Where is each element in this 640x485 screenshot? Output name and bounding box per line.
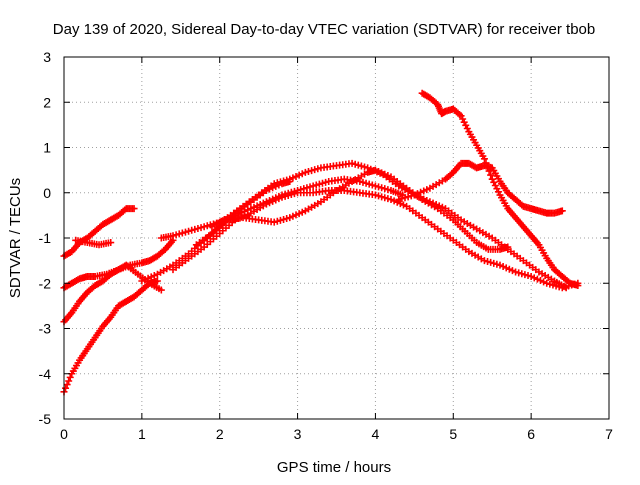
- data-point: [558, 207, 566, 215]
- series-track-9: [208, 159, 570, 292]
- data-point: [480, 155, 488, 163]
- series-track-10: [192, 166, 512, 253]
- y-tick-label: -5: [39, 411, 52, 427]
- data-point: [487, 171, 495, 179]
- data-point: [107, 239, 115, 247]
- x-axis-label: GPS time / hours: [277, 459, 391, 476]
- x-tick-label: 0: [60, 426, 68, 442]
- y-tick-label: -3: [39, 321, 52, 337]
- y-tick-label: 2: [43, 94, 51, 110]
- data-layer: [60, 89, 582, 396]
- x-tick-label: 2: [216, 426, 224, 442]
- data-point: [65, 377, 73, 385]
- x-tick-label: 6: [527, 426, 535, 442]
- data-point: [63, 381, 71, 389]
- x-tick-label: 7: [605, 426, 613, 442]
- y-tick-label: -2: [39, 275, 52, 291]
- series-track-11: [418, 89, 582, 290]
- data-point: [153, 277, 161, 285]
- series-track-12: [395, 159, 566, 217]
- data-point: [157, 286, 165, 294]
- data-point: [504, 243, 512, 251]
- x-tick-label: 5: [449, 426, 457, 442]
- x-tick-label: 1: [138, 426, 146, 442]
- y-tick-label: 0: [43, 185, 51, 201]
- y-tick-label: 1: [43, 140, 51, 156]
- data-point: [66, 373, 74, 381]
- chart-title: Day 139 of 2020, Sidereal Day-to-day VTE…: [53, 21, 595, 38]
- data-point: [562, 284, 570, 292]
- x-tick-label: 3: [294, 426, 302, 442]
- series-track-1: [60, 205, 138, 260]
- data-point: [62, 384, 70, 392]
- y-tick-label: 3: [43, 49, 51, 65]
- data-point: [574, 282, 582, 290]
- data-point: [130, 205, 138, 213]
- series-track-2: [72, 236, 115, 249]
- y-axis-label: SDTVAR / TECUs: [7, 178, 24, 298]
- axis-layer: 0 1 2 3 4 5 6 7 -5 -4 -3 -2 -1 0 1 2 3: [39, 49, 614, 442]
- y-tick-label: -4: [39, 366, 52, 382]
- x-tick-label: 4: [372, 426, 380, 442]
- y-tick-label: -1: [39, 230, 52, 246]
